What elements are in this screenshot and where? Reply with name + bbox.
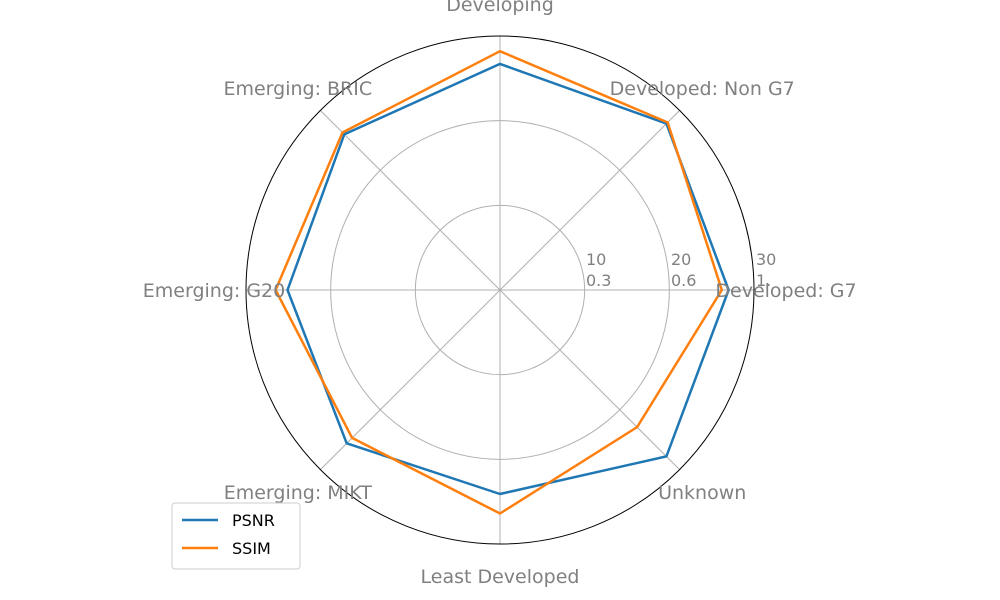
radial-tick-labels: 10 20 30 0.3 0.6 1. <box>586 250 776 290</box>
legend-label-psnr: PSNR <box>232 511 275 530</box>
tick-label-outer-0: 10 <box>586 250 606 269</box>
tick-label-inner-0: 0.3 <box>586 271 611 290</box>
radial-grid <box>245 35 755 545</box>
category-label-0: Developed: G7 <box>715 280 856 302</box>
spoke-1 <box>499 110 680 291</box>
category-label-2: Developing <box>446 0 554 16</box>
category-label-1: Developed: Non G7 <box>610 78 795 100</box>
series-line-psnr <box>286 62 730 496</box>
axis-labels: Developed: G7 Developed: Non G7 Developing… <box>143 0 857 588</box>
series-layer <box>274 49 730 515</box>
tick-label-inner-2: 1. <box>756 271 771 290</box>
spoke-7 <box>499 289 680 470</box>
category-label-7: Unknown <box>658 482 746 504</box>
legend: PSNR SSIM <box>171 502 301 570</box>
category-label-5: Emerging: MIKT <box>224 482 373 504</box>
tick-label-outer-1: 20 <box>671 250 691 269</box>
tick-label-inner-1: 0.6 <box>671 271 696 290</box>
category-label-3: Emerging: BRIC <box>223 78 372 100</box>
spoke-3 <box>320 110 501 291</box>
category-label-4: Emerging: G20 <box>143 280 285 302</box>
category-label-6: Least Developed <box>421 566 580 588</box>
series-line-ssim <box>274 49 724 515</box>
outer-frame <box>245 35 755 545</box>
legend-label-ssim: SSIM <box>232 539 271 558</box>
tick-label-outer-2: 30 <box>756 250 776 269</box>
spoke-5 <box>320 289 501 470</box>
